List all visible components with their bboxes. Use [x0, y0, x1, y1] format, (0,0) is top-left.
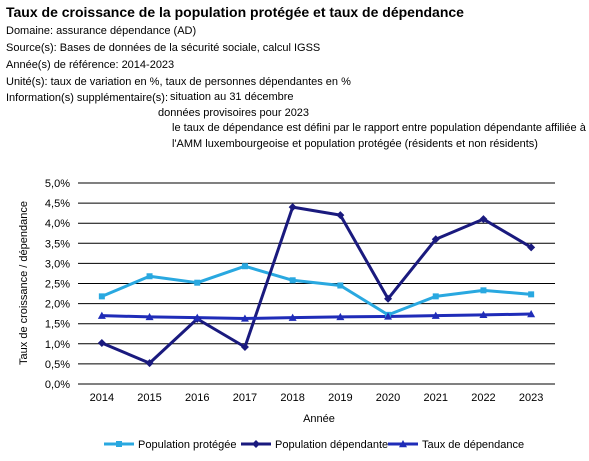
x-tick-label: 2021 [424, 392, 448, 404]
data-point [527, 243, 536, 252]
y-tick-labels: 0,0% 0,5% 1,0% 1,5% 2,0% 2,5% 3,0% 3,5% 4,0% 4,5%… [45, 178, 70, 391]
data-point [431, 235, 440, 244]
info-line-4: l'AMM luxembourgeoise et population prot… [172, 137, 538, 150]
y-tick-label: 3,5% [45, 238, 70, 250]
legend: Population protégée Population dépendante… [104, 439, 524, 451]
legend-marker [116, 441, 122, 447]
x-tick-label: 2016 [185, 392, 209, 404]
data-point [336, 312, 345, 321]
y-tick-label: 0,5% [45, 359, 70, 371]
x-tick-label: 2023 [519, 392, 543, 404]
data-point [241, 263, 248, 270]
domain-line: Domaine: assurance dépendance (AD) [6, 25, 197, 37]
legend-label: Taux de dépendance [422, 439, 524, 451]
years-line: Année(s) de référence: 2014-2023 [6, 59, 175, 71]
info-line-2: données provisoires pour 2023 [158, 106, 310, 119]
y-tick-label: 1,5% [45, 319, 70, 331]
x-tick-label: 2020 [376, 392, 400, 404]
series-line-diamond [101, 205, 532, 365]
data-point [288, 203, 297, 212]
x-axis-label: Année [303, 413, 335, 425]
x-tick-label: 2014 [90, 392, 114, 404]
page-title: Taux de croissance de la population prot… [6, 4, 464, 20]
data-point [479, 215, 488, 224]
data-point [336, 211, 345, 220]
legend-label: Population dépendante [275, 439, 388, 451]
data-point [479, 310, 488, 319]
data-point [240, 314, 249, 322]
data-point [98, 293, 105, 300]
info-line-3: le taux de dépendance est défini par le … [172, 122, 586, 134]
data-point [480, 287, 487, 294]
data-point [288, 313, 297, 321]
data-point [97, 338, 106, 347]
y-tick-label: 2,0% [45, 299, 70, 311]
data-point [384, 294, 393, 303]
y-axis-label: Taux de croissance / dépendance [18, 201, 30, 365]
data-point [384, 312, 393, 320]
x-tick-label: 2017 [233, 392, 257, 404]
y-tick-label: 3,0% [45, 258, 70, 270]
legend-label: Population protégée [138, 439, 236, 451]
y-tick-label: 5,0% [45, 178, 70, 190]
y-tick-label: 4,5% [45, 198, 70, 210]
series-markers [97, 203, 536, 368]
x-tick-label: 2015 [137, 392, 161, 404]
gridlines [78, 182, 555, 385]
data-point [146, 273, 153, 280]
data-point [527, 310, 536, 318]
data-point [194, 279, 201, 286]
legend-marker [399, 440, 407, 448]
data-point [431, 311, 440, 319]
x-tick-label: 2019 [328, 392, 352, 404]
info-label: Information(s) supplémentaire(s): [6, 92, 169, 104]
info-lines: situation au 31 décembre données proviso… [158, 90, 586, 152]
y-tick-label: 0,0% [45, 379, 70, 391]
x-tick-labels: 2014 2015 2016 2017 2018 2019 2020 2021 2022 2023 [90, 392, 544, 404]
y-tick-label: 2,5% [45, 279, 70, 291]
x-tick-label: 2022 [471, 392, 495, 404]
series-line-square [101, 264, 532, 317]
x-tick-label: 2018 [280, 392, 304, 404]
data-point [337, 282, 344, 289]
series-line-triangle [101, 312, 532, 320]
data-point [528, 291, 535, 298]
data-point [240, 343, 249, 352]
units-line: Unité(s): taux de variation en %, taux d… [6, 76, 351, 88]
info-line-1: situation au 31 décembre [170, 91, 294, 103]
source-line: Source(s): Bases de données de la sécuri… [6, 42, 321, 54]
legend-marker [252, 440, 260, 448]
data-point [193, 313, 202, 321]
data-point [289, 277, 296, 284]
y-tick-label: 1,0% [45, 339, 70, 351]
data-point [145, 312, 154, 321]
y-tick-label: 4,0% [45, 218, 70, 230]
data-point [97, 311, 106, 319]
data-point [432, 293, 439, 300]
data-point [145, 359, 154, 368]
series-lines [101, 205, 532, 365]
